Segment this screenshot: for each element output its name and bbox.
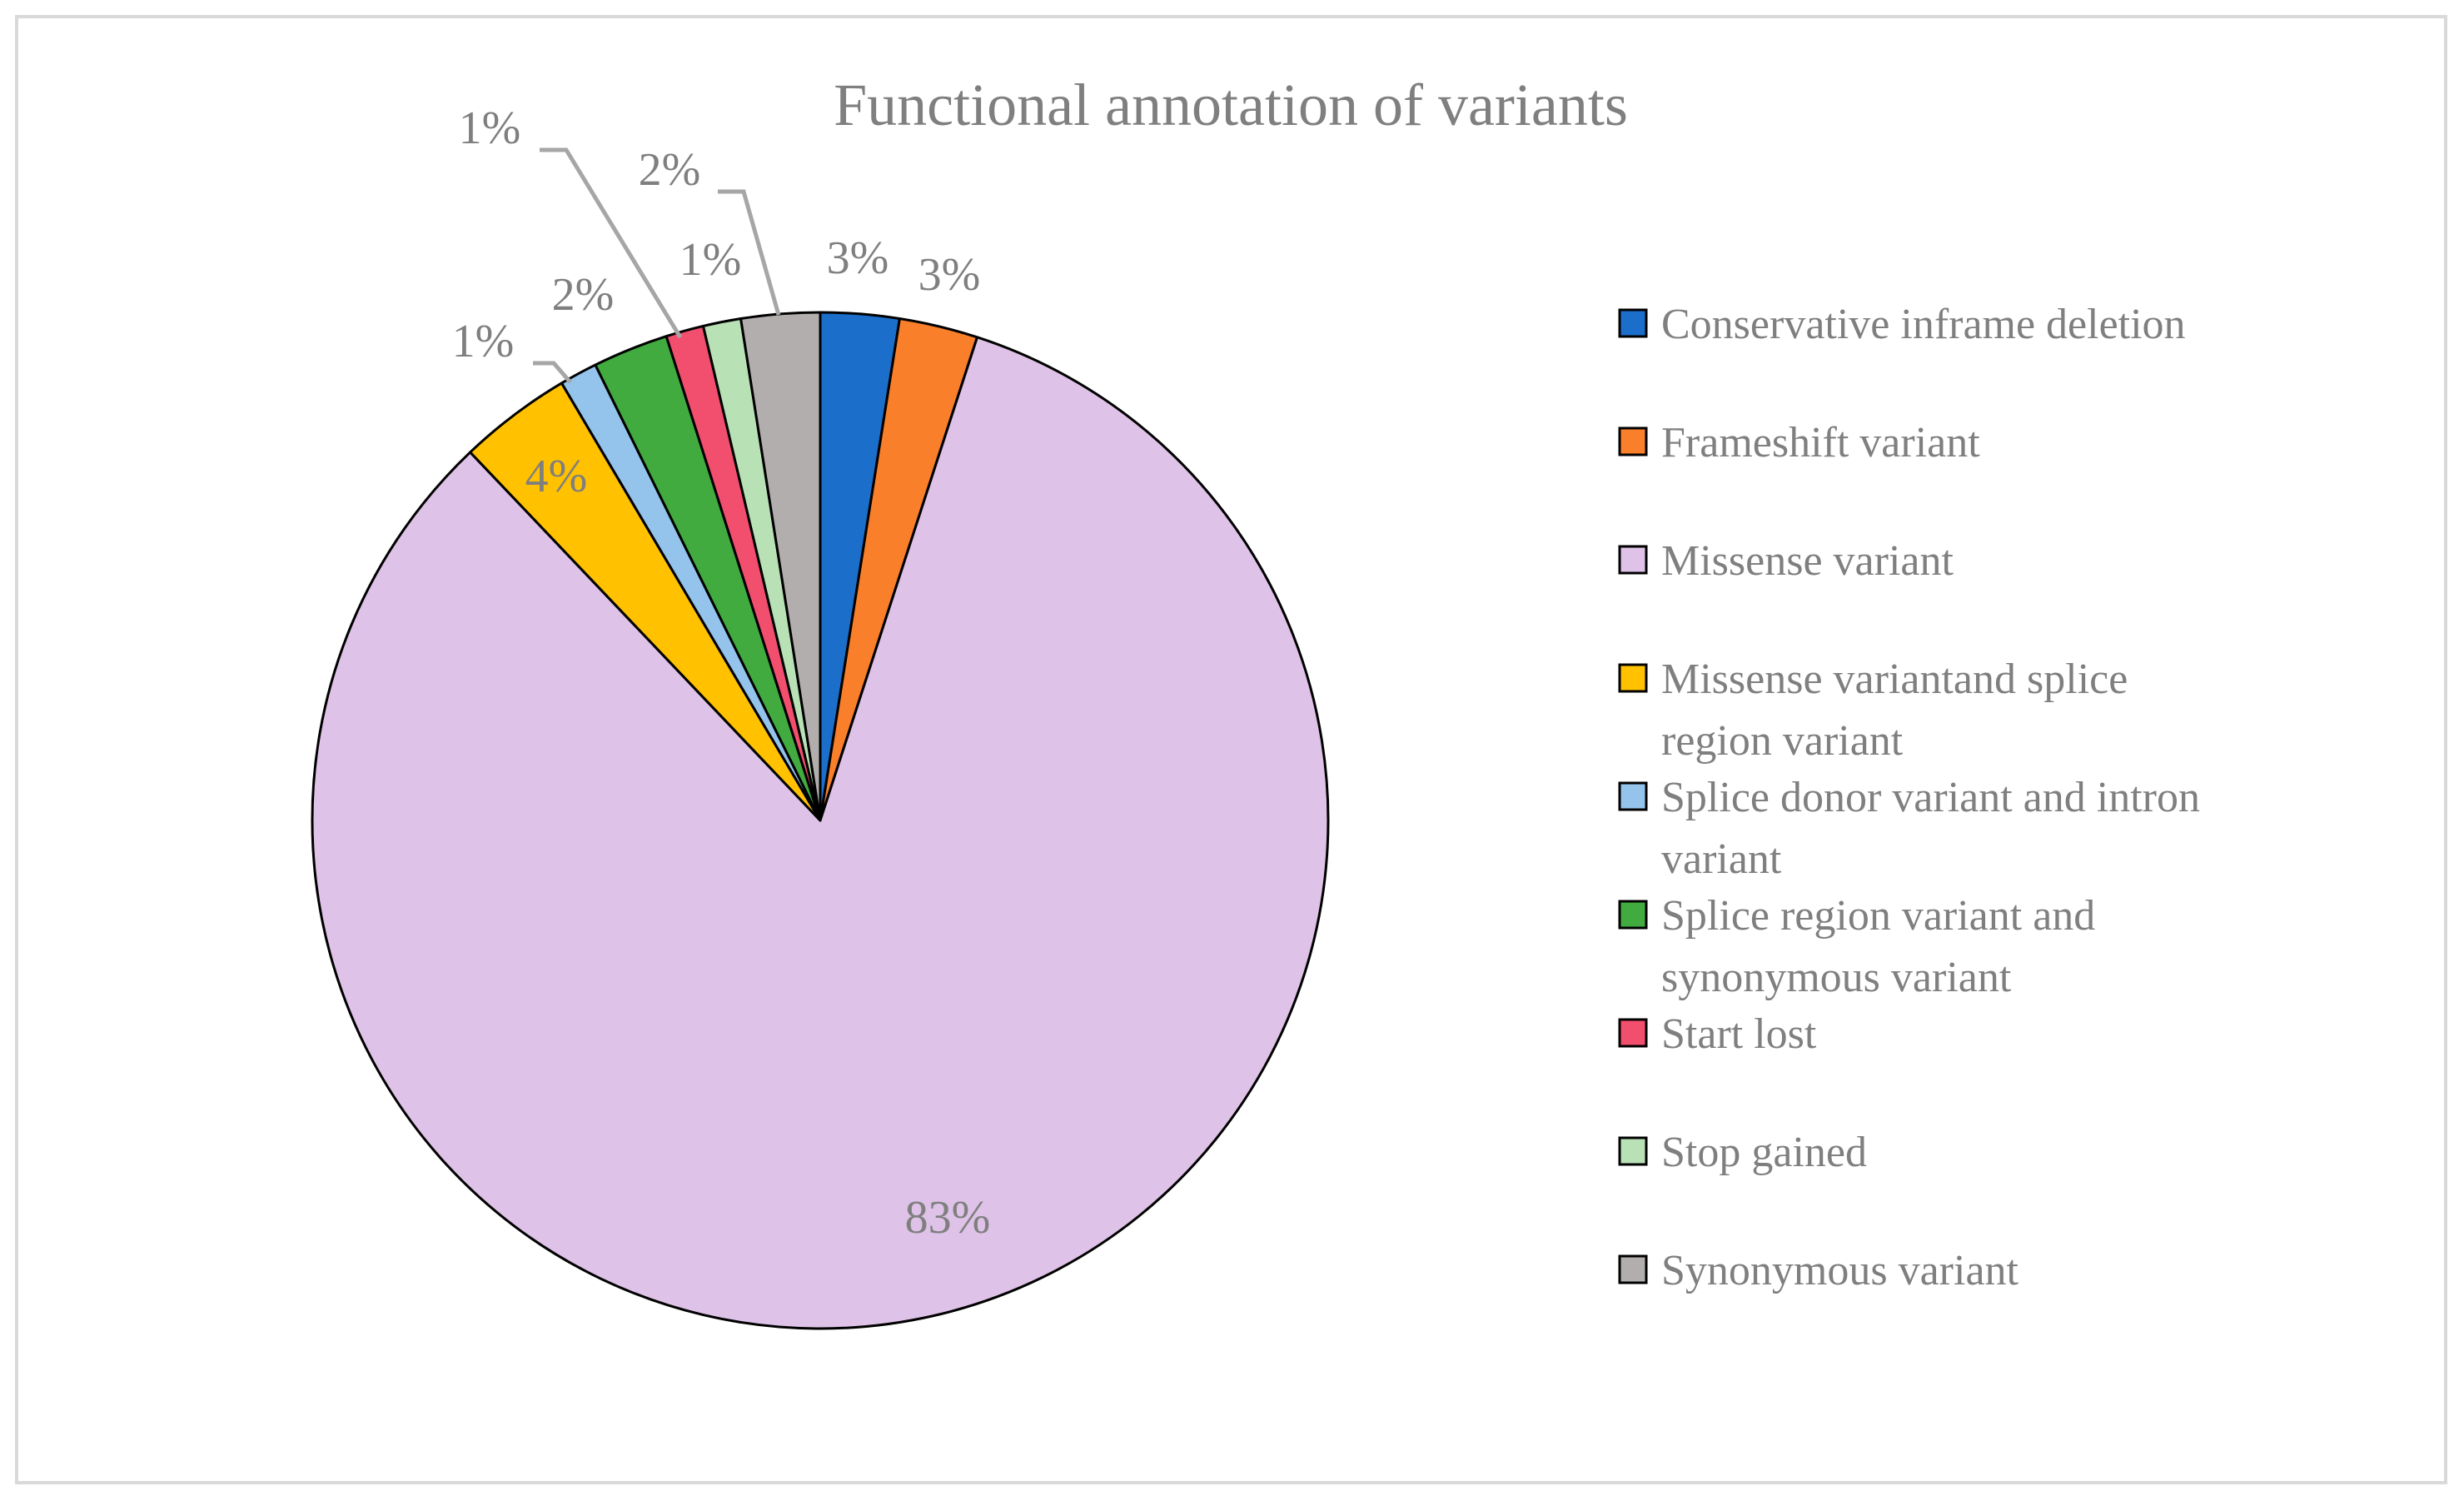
data-label-5: 1% bbox=[452, 316, 515, 367]
legend-swatch-5 bbox=[1618, 781, 1648, 811]
leader-line-5 bbox=[533, 361, 572, 384]
legend-swatch-3 bbox=[1618, 545, 1648, 575]
data-label-9: 2% bbox=[639, 144, 701, 196]
legend-item-2: Frameshift variant bbox=[1618, 419, 1980, 466]
chart-frame bbox=[15, 15, 2447, 1484]
legend-swatch-4 bbox=[1618, 663, 1648, 693]
data-label-2: 3% bbox=[918, 249, 981, 301]
data-label-7: 1% bbox=[459, 102, 521, 154]
legend-label-7: Start lost bbox=[1661, 1010, 1817, 1058]
legend-label-9: Synonymous variant bbox=[1661, 1247, 2019, 1294]
data-label-1: 3% bbox=[827, 232, 889, 284]
legend-swatch-2 bbox=[1618, 426, 1648, 456]
legend-swatch-7 bbox=[1618, 1018, 1648, 1048]
leader-line-7 bbox=[540, 147, 683, 339]
legend-label-3: Missense variant bbox=[1661, 537, 1954, 585]
legend-label-4-line-2: region variant bbox=[1661, 717, 1904, 765]
data-labels: 3% 3% 83% 4% 1% 2% 1% 1% 2% bbox=[452, 102, 991, 1244]
legend-label-4-line-1: Missense variantand splice bbox=[1661, 656, 2128, 703]
legend-swatch-1 bbox=[1618, 308, 1648, 338]
legend-swatch-9 bbox=[1618, 1254, 1648, 1284]
legend-label-8: Stop gained bbox=[1661, 1129, 1867, 1176]
legend-item-4: Missense variantand splice region variant bbox=[1618, 656, 2128, 765]
leader-line-9 bbox=[718, 189, 781, 316]
legend-label-6-line-1: Splice region variant and bbox=[1661, 892, 2095, 940]
legend-item-5: Splice donor variant and intron variant bbox=[1618, 774, 2200, 883]
legend-item-9: Synonymous variant bbox=[1618, 1247, 2019, 1294]
pie-slices bbox=[311, 311, 1330, 1330]
chart-title: Functional annotation of variants bbox=[834, 72, 1628, 138]
pie-slice-3 bbox=[311, 336, 1330, 1330]
data-label-3: 83% bbox=[905, 1192, 991, 1244]
leader-lines bbox=[533, 147, 781, 384]
data-label-6: 2% bbox=[552, 269, 615, 321]
legend-label-5-line-1: Splice donor variant and intron bbox=[1661, 774, 2200, 821]
legend-label-6-line-2: synonymous variant bbox=[1661, 954, 2012, 1001]
legend-item-1: Conservative inframe deletion bbox=[1618, 301, 2186, 348]
legend-item-3: Missense variant bbox=[1618, 537, 1954, 585]
legend-swatch-6 bbox=[1618, 900, 1648, 930]
data-label-8: 1% bbox=[679, 234, 742, 286]
legend-label-2: Frameshift variant bbox=[1661, 419, 1980, 466]
legend-swatch-8 bbox=[1618, 1136, 1648, 1166]
legend: Conservative inframe deletion Frameshift … bbox=[1618, 301, 2200, 1294]
legend-label-1: Conservative inframe deletion bbox=[1661, 301, 2186, 348]
legend-item-8: Stop gained bbox=[1618, 1129, 1867, 1176]
legend-item-7: Start lost bbox=[1618, 1010, 1817, 1058]
data-label-4: 4% bbox=[525, 451, 588, 502]
legend-item-6: Splice region variant and synonymous vari… bbox=[1618, 892, 2095, 1001]
legend-label-5-line-2: variant bbox=[1661, 835, 1782, 883]
